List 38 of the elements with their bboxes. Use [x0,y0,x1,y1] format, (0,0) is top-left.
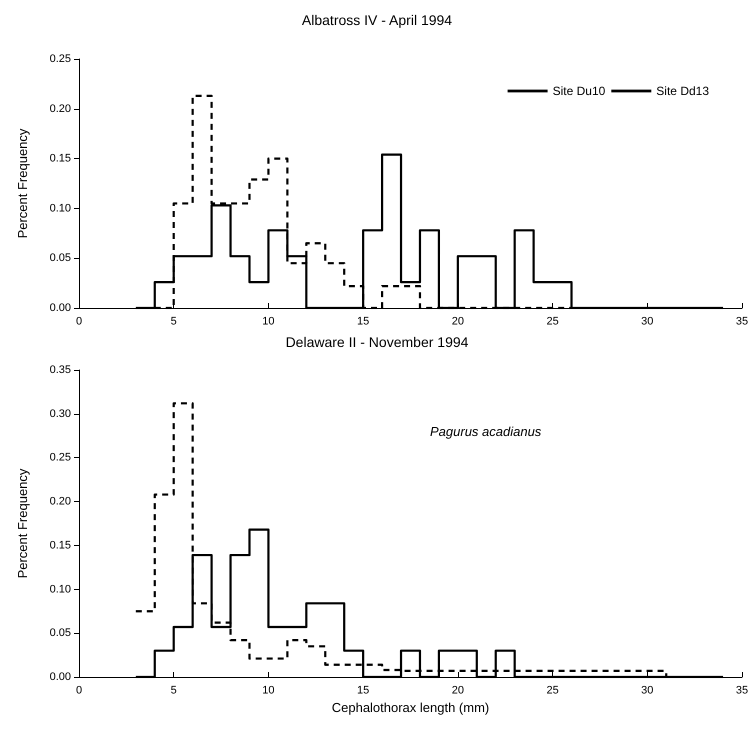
x-tick-label: 5 [170,684,177,696]
x-tick-label: 35 [736,316,748,328]
x-tick-label: 0 [76,684,82,696]
x-tick-label: 0 [76,316,82,328]
x-tick-label: 30 [641,316,654,328]
chart-title: Albatross IV - April 1994 [302,12,452,28]
x-tick-label: 5 [170,316,177,328]
legend-label: Site Du10 [552,84,606,98]
x-tick-label: 30 [641,684,654,696]
x-tick-label: 35 [736,684,748,696]
x-tick-label: 15 [357,316,370,328]
y-axis-title: Percent Frequency [15,468,30,578]
y-tick-label: 0.20 [50,496,71,508]
y-tick-label: 0.15 [50,152,71,165]
x-tick-label: 20 [452,684,464,696]
y-tick-label: 0.05 [50,252,71,264]
x-tick-label: 25 [546,316,559,328]
y-axis-title: Percent Frequency [15,128,30,238]
y-tick-label: 0.10 [50,583,71,596]
y-tick-label: 0.20 [50,102,71,115]
y-tick-label: 0.00 [50,671,71,683]
legend-label: Site Dd13 [656,84,710,98]
y-tick-label: 0.10 [50,202,71,214]
y-tick-label: 0.15 [50,539,71,552]
x-tick-label: 10 [262,684,275,696]
y-tick-label: 0.35 [50,364,71,376]
y-tick-label: 0.25 [50,53,71,65]
y-tick-label: 0.30 [50,408,71,420]
y-tick-label: 0.25 [50,452,71,464]
y-tick-label: 0.05 [50,627,71,640]
chart-title: Delaware II - November 1994 [286,334,469,350]
y-tick-label: 0.00 [50,302,71,314]
x-tick-label: 20 [452,316,464,328]
x-tick-label: 10 [262,316,275,328]
x-tick-label: 15 [357,684,370,696]
x-axis-title: Cephalothorax length (mm) [332,700,490,715]
x-tick-label: 25 [546,684,559,696]
annotation: Pagurus acadianus [430,424,542,439]
